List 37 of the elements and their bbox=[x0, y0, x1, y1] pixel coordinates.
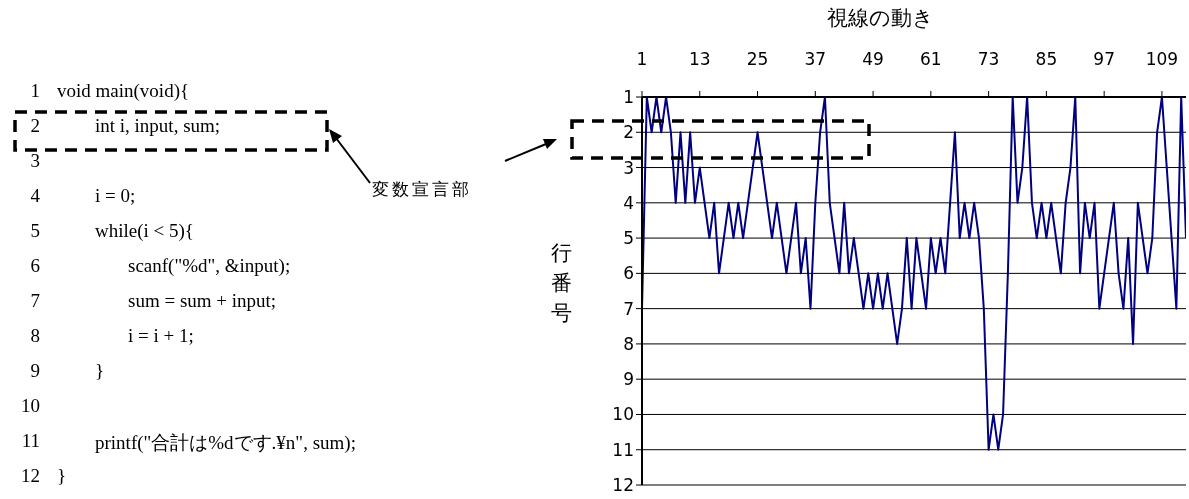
y-tick-label: 6 bbox=[623, 263, 634, 284]
y-tick-label: 12 bbox=[612, 475, 634, 496]
text: 5 while(i < 5){ bbox=[30, 220, 194, 241]
x-tick-label: 61 bbox=[920, 49, 942, 69]
text: 1 void main(void){ bbox=[29, 80, 190, 102]
x-tick-label: 109 bbox=[1145, 49, 1179, 69]
y-tick-label: 2 bbox=[623, 122, 634, 143]
text: 7 sum = sum + input; bbox=[30, 290, 277, 311]
text: 2 int i, input, sum; bbox=[30, 115, 221, 136]
y-tick-label: 4 bbox=[623, 192, 634, 213]
x-tick-label: 25 bbox=[746, 49, 769, 69]
x-tick-label: 13 bbox=[688, 49, 711, 69]
y-tick-label: 9 bbox=[623, 369, 634, 390]
x-tick-label: 85 bbox=[1035, 49, 1058, 69]
y-tick-label: 7 bbox=[623, 298, 634, 319]
text: 11 printf("合計は%dです.¥n", sum); bbox=[21, 430, 356, 453]
text: 3 bbox=[29, 150, 40, 172]
x-tick-label: 37 bbox=[804, 49, 827, 69]
text: 変数宣言部 bbox=[372, 179, 472, 201]
y-tick-label: 1 bbox=[623, 87, 634, 108]
x-tick-label: 73 bbox=[977, 49, 1000, 69]
x-tick-label: 97 bbox=[1093, 49, 1115, 69]
y-tick-label: 10 bbox=[612, 404, 634, 425]
y-tick-label: 5 bbox=[623, 228, 634, 249]
text: 4 i = 0; bbox=[30, 185, 136, 206]
x-tick-label: 1 bbox=[636, 49, 648, 69]
y-tick-label: 11 bbox=[612, 439, 634, 460]
text: 10 bbox=[20, 395, 40, 417]
text: 8 i = i + 1; bbox=[30, 325, 194, 346]
text: 9 } bbox=[30, 360, 105, 381]
y-tick-label: 3 bbox=[623, 157, 634, 178]
text: 12 } bbox=[20, 465, 67, 487]
chart-title: 視線の動き bbox=[825, 5, 935, 32]
x-tick-label: 49 bbox=[862, 49, 884, 69]
y-axis-title: 行番号 bbox=[549, 240, 573, 327]
y-tick-label: 8 bbox=[623, 333, 634, 354]
text: 6 scanf("%d", &input); bbox=[30, 255, 291, 276]
